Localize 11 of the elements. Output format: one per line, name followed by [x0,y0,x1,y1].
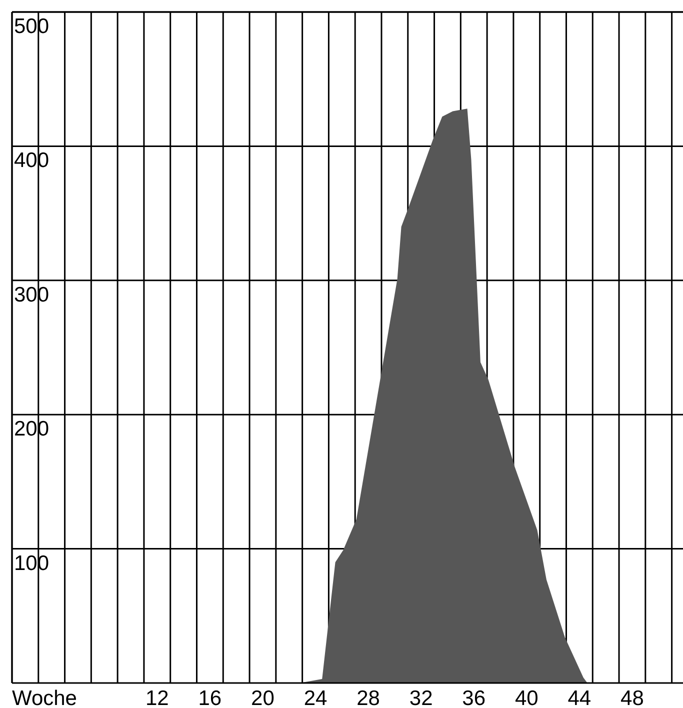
x-tick-label: 16 [198,687,222,708]
x-tick-label: 40 [514,687,538,708]
x-tick-label: 24 [304,687,328,708]
x-axis-title: Woche [12,687,77,708]
x-tick-label: 48 [620,687,644,708]
x-tick-label: 36 [462,687,486,708]
x-tick-label: 12 [145,687,169,708]
x-tick-label: 28 [356,687,380,708]
x-tick-label: 20 [251,687,274,708]
x-tick-label: 44 [568,687,592,708]
x-tick-label: 32 [409,687,433,708]
